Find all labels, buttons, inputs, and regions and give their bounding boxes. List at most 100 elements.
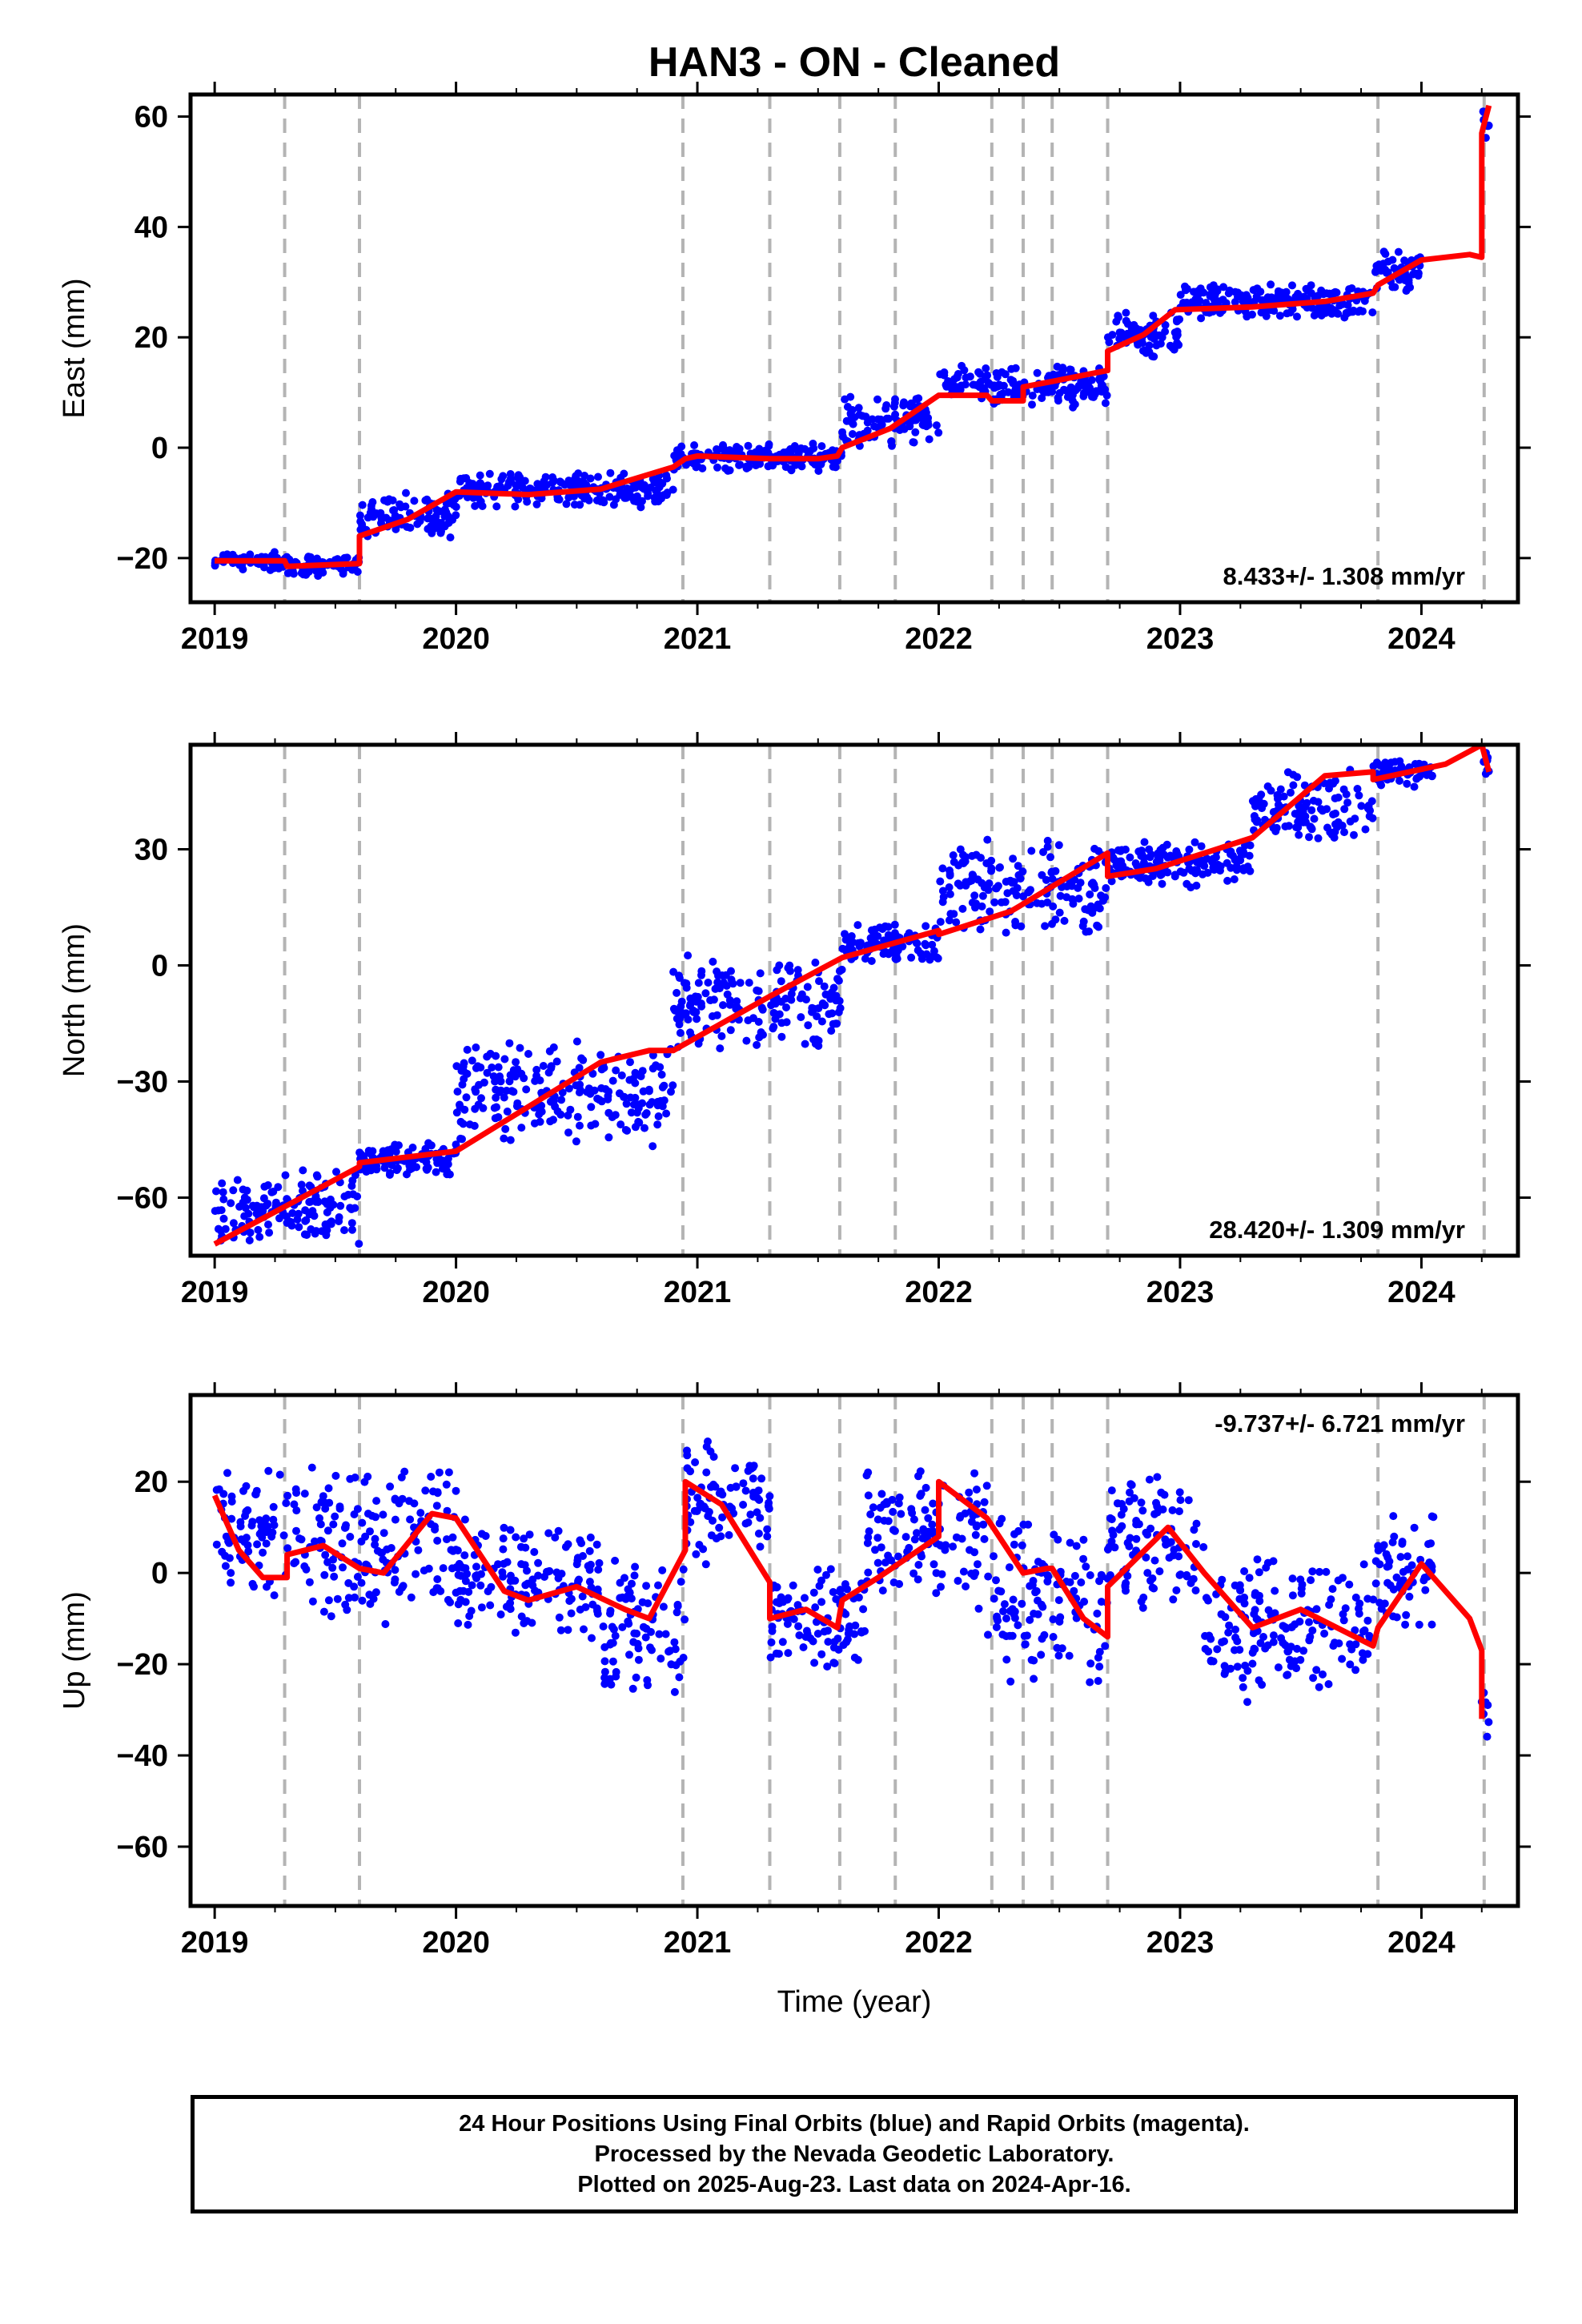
data-point xyxy=(936,877,945,886)
data-point xyxy=(997,898,1006,907)
data-point xyxy=(574,1577,583,1586)
data-point xyxy=(520,1074,528,1083)
data-point xyxy=(987,856,996,865)
data-point xyxy=(212,1486,221,1494)
y-tick-label: 0 xyxy=(151,950,168,983)
data-point xyxy=(717,444,726,453)
data-point xyxy=(1139,858,1148,867)
data-point xyxy=(631,1093,640,1102)
x-tick-label: 2023 xyxy=(1146,622,1215,656)
data-point xyxy=(850,1630,859,1638)
data-point xyxy=(889,402,898,411)
data-point xyxy=(1410,782,1419,791)
data-point xyxy=(675,1020,684,1029)
data-point xyxy=(806,1634,815,1642)
data-point xyxy=(1184,1496,1193,1505)
data-point xyxy=(212,1187,220,1196)
data-point xyxy=(319,1607,328,1616)
data-point xyxy=(1279,792,1288,801)
data-point xyxy=(754,1018,763,1026)
data-point xyxy=(1395,777,1403,785)
data-point xyxy=(1255,1568,1263,1577)
data-point xyxy=(753,1040,761,1049)
data-point xyxy=(479,1104,488,1112)
data-point xyxy=(996,863,1004,871)
plot-frame xyxy=(188,742,1520,1258)
data-point xyxy=(1380,1599,1389,1608)
data-point xyxy=(1017,922,1026,931)
data-point xyxy=(1051,866,1060,875)
data-point xyxy=(522,1085,531,1094)
data-point xyxy=(1034,1596,1042,1605)
x-tick-label: 2024 xyxy=(1387,1926,1456,1960)
data-point xyxy=(255,1208,264,1217)
data-point xyxy=(873,1558,882,1567)
data-point xyxy=(775,1599,784,1607)
data-point xyxy=(460,1515,469,1524)
data-point xyxy=(1248,1659,1257,1668)
data-point xyxy=(539,1062,548,1070)
data-point xyxy=(769,1008,778,1017)
data-point xyxy=(575,1063,584,1072)
data-point xyxy=(1182,1570,1191,1579)
data-point xyxy=(632,1673,640,1682)
data-point xyxy=(511,1628,520,1637)
data-point xyxy=(692,1550,701,1558)
data-point xyxy=(548,473,557,481)
data-point xyxy=(1093,921,1102,930)
data-point xyxy=(1288,1591,1297,1600)
data-point xyxy=(817,1576,825,1585)
model-line xyxy=(213,745,1492,1247)
data-point xyxy=(314,572,323,581)
data-point xyxy=(756,1542,765,1551)
data-point xyxy=(1384,257,1392,266)
data-point xyxy=(913,1529,921,1538)
panel-east: 2019 2020 2021 2022 2023 2024 −20 0 20 40 60 East (… xyxy=(58,82,1531,656)
data-point xyxy=(1010,878,1018,887)
data-point xyxy=(1011,364,1020,372)
data-point xyxy=(572,1560,581,1569)
data-point xyxy=(830,1638,839,1647)
data-point xyxy=(471,1104,480,1113)
data-point xyxy=(1186,1578,1195,1587)
data-point xyxy=(240,1538,249,1546)
data-point xyxy=(239,565,247,573)
data-point xyxy=(722,982,731,990)
data-point xyxy=(877,1490,886,1498)
data-point xyxy=(653,476,662,485)
data-point xyxy=(592,496,601,505)
data-point xyxy=(585,1546,594,1555)
data-point xyxy=(1305,833,1313,842)
data-point xyxy=(440,505,449,514)
data-point xyxy=(1062,893,1071,902)
data-point xyxy=(1243,298,1251,307)
data-point xyxy=(817,1017,826,1026)
data-point xyxy=(366,509,375,517)
data-point xyxy=(1412,774,1421,783)
data-point xyxy=(1049,902,1058,911)
data-point xyxy=(1096,376,1105,385)
data-point xyxy=(266,565,275,574)
data-point xyxy=(976,369,985,378)
data-point xyxy=(1191,1586,1200,1594)
data-point xyxy=(1392,1573,1401,1582)
data-point xyxy=(932,1569,941,1578)
data-point xyxy=(1070,400,1079,408)
data-point xyxy=(1185,845,1194,854)
data-point xyxy=(1235,1594,1244,1603)
data-point xyxy=(391,1495,400,1504)
data-point xyxy=(1309,1674,1318,1683)
data-point xyxy=(719,1001,727,1010)
data-point xyxy=(877,1543,885,1552)
data-point xyxy=(1221,1613,1230,1622)
data-point xyxy=(754,987,763,995)
data-point xyxy=(794,1622,803,1630)
data-point xyxy=(1161,320,1170,329)
data-point xyxy=(661,1630,670,1638)
data-point xyxy=(1320,1629,1329,1638)
data-point xyxy=(355,1240,363,1248)
data-point xyxy=(611,1556,620,1565)
data-point xyxy=(1293,773,1302,782)
data-point xyxy=(521,1581,530,1590)
data-point xyxy=(1037,1651,1046,1659)
